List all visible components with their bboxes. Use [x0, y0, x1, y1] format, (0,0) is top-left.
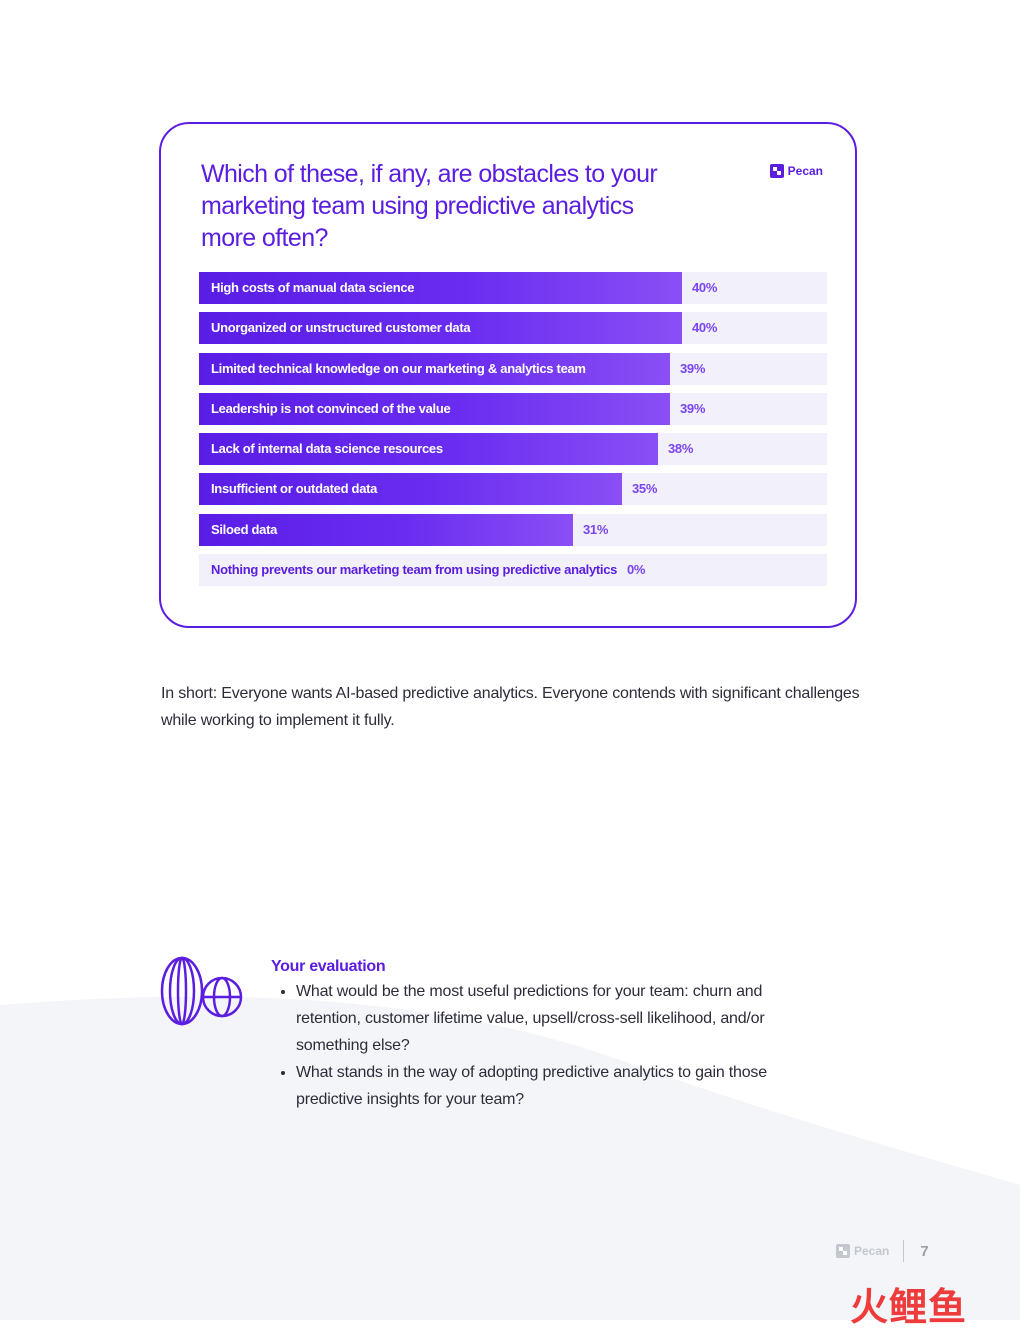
bar-value-label: 35% [632, 481, 658, 497]
evaluation-list: What would be the most useful prediction… [271, 978, 831, 1113]
chart-card: Which of these, if any, are obstacles to… [159, 122, 857, 628]
bar [199, 513, 573, 546]
evaluation-title: Your evaluation [271, 958, 386, 975]
bar-label: High costs of manual data science [211, 280, 415, 295]
footer-logo-icon [836, 1244, 850, 1258]
watermark: 火鲤鱼 [850, 1285, 968, 1329]
chart-title: Which of these, if any, are obstacles to… [201, 160, 658, 252]
bar-label: Nothing prevents our marketing team from… [211, 562, 618, 578]
bar-row: Leadership is not convinced of the value… [199, 392, 827, 425]
bar [199, 473, 622, 506]
footer-logo: Pecan [836, 1244, 889, 1258]
summary-text: In short: Everyone wants AI-based predic… [161, 685, 860, 729]
page-number: 7 [920, 1242, 929, 1260]
bar-row: Insufficient or outdated data 35% [199, 473, 827, 506]
footer-logo-text: Pecan [854, 1244, 890, 1258]
footer-divider [903, 1240, 905, 1262]
page-footer: Pecan 7 [836, 1240, 929, 1262]
bar-label: Unorganized or unstructured customer dat… [211, 320, 471, 336]
evaluation-icon [160, 956, 243, 1026]
bar [199, 433, 658, 466]
evaluation-section: Your evaluation What would be the most u… [271, 958, 831, 1113]
bar-value-label: 40% [692, 320, 718, 336]
bar [199, 312, 682, 345]
bar [199, 352, 670, 385]
bar-label: Leadership is not convinced of the value [211, 400, 451, 416]
bar-value-label: 39% [680, 400, 706, 416]
bar [199, 392, 670, 425]
bar-row: Limited technical knowledge on our marke… [199, 352, 827, 385]
bar-value-label: 31% [583, 521, 609, 537]
evaluation-item: What would be the most useful prediction… [296, 978, 831, 1059]
bar-chart: High costs of manual data science 40% Unor… [199, 272, 827, 594]
bar-row: Siloed data 31% [199, 513, 827, 546]
bar-row: Nothing prevents our marketing team from… [199, 554, 827, 587]
bar-row: High costs of manual data science 40% [199, 272, 827, 304]
pecan-logo: Pecan [769, 164, 823, 178]
pecan-logo-icon [769, 164, 784, 178]
bar-value-label: 0% [627, 562, 646, 578]
bar-value-label: 40% [692, 280, 718, 295]
evaluation-item: What stands in the way of adopting predi… [296, 1059, 831, 1113]
bar-label: Insufficient or outdated data [211, 481, 378, 497]
bar [199, 272, 682, 304]
bar-label: Siloed data [211, 521, 278, 537]
bar-row: Unorganized or unstructured customer dat… [199, 312, 827, 345]
bar-value-label: 38% [668, 441, 694, 457]
bar-row: Lack of internal data science resources 3… [199, 433, 827, 466]
bar-label: Limited technical knowledge on our marke… [211, 360, 586, 376]
bar-label: Lack of internal data science resources [211, 441, 443, 457]
bar-value-label: 39% [680, 360, 706, 376]
pecan-logo-text: Pecan [787, 164, 823, 178]
